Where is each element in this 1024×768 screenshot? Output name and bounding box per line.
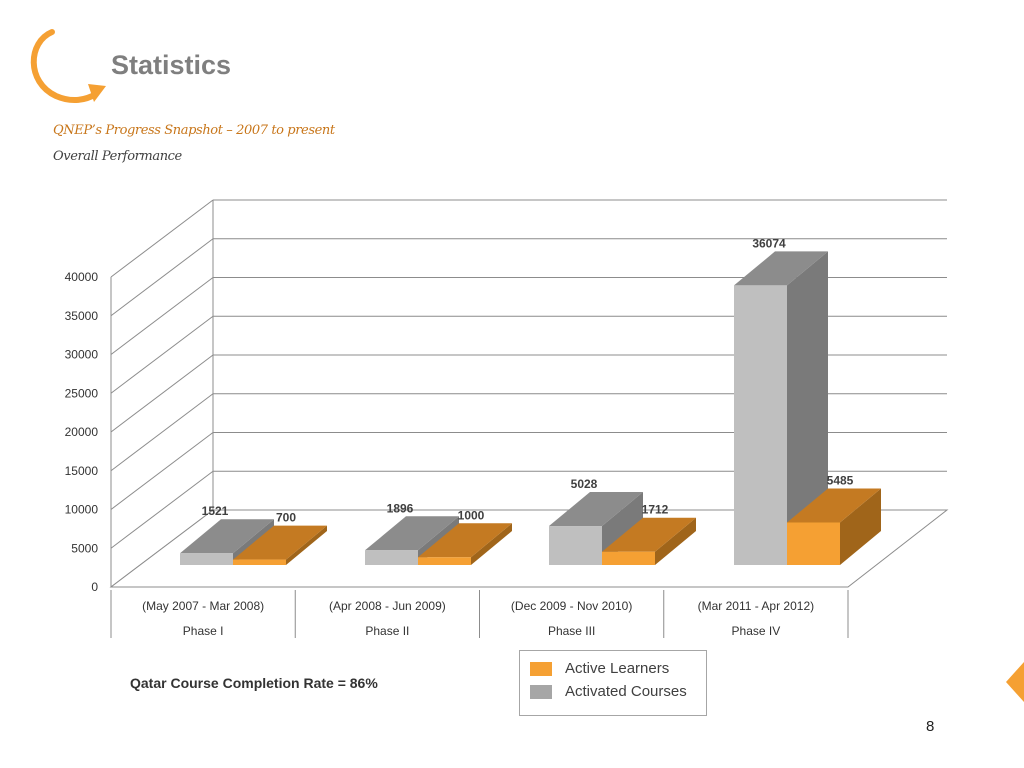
gridline-side [110,470,214,549]
gridline-side [110,354,214,433]
bar-side [655,517,696,565]
chart-legend: Active Learners Activated Courses [519,650,707,716]
gridline-side [110,277,214,355]
bar-top [418,523,512,558]
page-number: 8 [926,718,935,735]
orange-arrow-arc-icon [30,29,106,104]
bar-side [840,488,881,565]
data-label: 1000 [458,508,485,522]
y-tick-label: 15000 [65,464,99,478]
y-tick-label: 35000 [65,309,99,323]
completion-rate-note: Qatar Course Completion Rate = 86% [130,675,378,691]
data-label: 1521 [202,504,229,518]
category-phase-label: Phase I [183,624,224,638]
bar-side [471,523,512,565]
legend-swatch-active-learners [530,662,552,676]
gridline-side [110,238,214,317]
y-tick-label: 5000 [71,541,98,555]
bar [418,557,471,565]
chart-caption: Overall Performance [53,149,182,164]
category-phase-label: Phase III [548,624,595,638]
bar [734,285,787,565]
orange-arrow-tab-icon [1006,662,1024,702]
bar-top [787,488,881,523]
data-label: 1896 [387,501,414,515]
data-label: 5028 [571,477,598,491]
bar-side [787,251,828,565]
legend-label: Activated Courses [565,683,687,700]
y-tick-label: 10000 [65,503,99,517]
category-phase-label: Phase IV [732,624,781,638]
bar-top [734,251,828,286]
bar-top [365,516,459,551]
data-label: 5485 [827,473,854,487]
legend-label: Active Learners [565,660,670,677]
y-tick-label: 30000 [65,348,99,362]
bar [180,553,233,565]
y-tick-label: 25000 [65,386,99,400]
category-period-label: (Dec 2009 - Nov 2010) [511,599,632,613]
bar [233,559,286,565]
legend-swatch-activated-courses [530,685,552,699]
bar-top [233,525,327,560]
bar [549,526,602,565]
bar-top [602,517,696,552]
bar [602,551,655,565]
chart-subtitle: QNEP’s Progress Snapshot – 2007 to prese… [53,123,335,138]
category-period-label: (Apr 2008 - Jun 2009) [329,599,446,613]
bar [365,550,418,565]
category-phase-label: Phase II [365,624,409,638]
bar-side [286,525,327,565]
y-tick-label: 40000 [65,270,99,284]
gridline-side [110,315,214,394]
y-tick-label: 20000 [65,425,99,439]
category-period-label: (May 2007 - Mar 2008) [142,599,264,613]
category-period-label: (Mar 2011 - Apr 2012) [698,599,815,613]
gridline-side [110,199,214,278]
bar-top [180,519,274,554]
data-label: 1712 [642,503,669,517]
bar [787,522,840,565]
y-tick-label: 0 [91,580,98,594]
page-title: Statistics [111,50,232,80]
bar-top [549,492,643,527]
data-label: 700 [276,511,296,525]
gridline-side [110,393,214,472]
data-label: 36074 [752,236,786,250]
gridline-side [110,432,214,510]
